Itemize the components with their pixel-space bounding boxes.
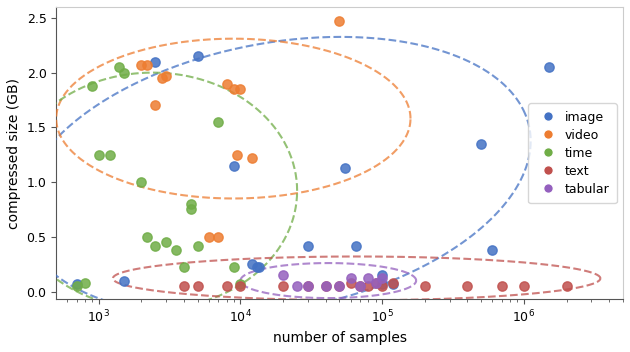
Point bbox=[150, 59, 160, 64]
Point bbox=[388, 281, 398, 287]
Point bbox=[232, 152, 243, 157]
Point bbox=[72, 283, 82, 289]
Point bbox=[488, 247, 498, 253]
Point bbox=[519, 283, 529, 289]
Point bbox=[278, 283, 288, 289]
Point bbox=[355, 283, 365, 289]
Point bbox=[229, 86, 239, 92]
Point bbox=[254, 265, 264, 270]
Point bbox=[246, 155, 256, 161]
Point bbox=[161, 239, 171, 245]
Point bbox=[246, 261, 256, 267]
Point bbox=[87, 83, 97, 89]
Point bbox=[388, 280, 398, 285]
Point bbox=[222, 283, 232, 289]
Point bbox=[72, 281, 82, 287]
Point bbox=[161, 73, 171, 79]
Point bbox=[214, 234, 224, 240]
Point bbox=[142, 62, 152, 68]
Point bbox=[118, 278, 129, 283]
Point bbox=[292, 283, 302, 289]
Point bbox=[193, 283, 203, 289]
Point bbox=[214, 119, 224, 125]
Point bbox=[335, 283, 345, 289]
Point bbox=[94, 152, 104, 157]
Point bbox=[115, 64, 125, 70]
Point bbox=[377, 272, 387, 278]
Point bbox=[142, 234, 152, 240]
Point bbox=[251, 265, 261, 270]
Point bbox=[476, 141, 486, 146]
Legend: image, video, time, text, tabular: image, video, time, text, tabular bbox=[529, 103, 617, 203]
Point bbox=[179, 265, 189, 270]
Point bbox=[136, 179, 146, 185]
Point bbox=[370, 280, 381, 285]
Point bbox=[346, 280, 356, 285]
Point bbox=[204, 234, 214, 240]
Point bbox=[171, 247, 181, 253]
Point bbox=[321, 283, 331, 289]
Point bbox=[80, 280, 90, 285]
Point bbox=[303, 283, 313, 289]
X-axis label: number of samples: number of samples bbox=[273, 331, 406, 345]
Point bbox=[340, 165, 350, 171]
Point bbox=[229, 163, 239, 169]
Point bbox=[377, 283, 387, 289]
Point bbox=[335, 283, 345, 289]
Point bbox=[236, 86, 246, 92]
Point bbox=[150, 243, 160, 249]
Point bbox=[364, 283, 374, 289]
Point bbox=[355, 283, 365, 289]
Point bbox=[229, 265, 239, 270]
Point bbox=[561, 283, 571, 289]
Point bbox=[179, 283, 189, 289]
Point bbox=[236, 283, 246, 289]
Point bbox=[364, 276, 374, 281]
Point bbox=[150, 103, 160, 108]
Point bbox=[335, 18, 345, 24]
Point bbox=[497, 283, 507, 289]
Point bbox=[544, 64, 554, 70]
Point bbox=[236, 281, 246, 287]
Point bbox=[193, 243, 203, 249]
Point bbox=[193, 54, 203, 59]
Point bbox=[303, 283, 313, 289]
Point bbox=[462, 283, 472, 289]
Point bbox=[351, 243, 361, 249]
Point bbox=[370, 280, 381, 285]
Point bbox=[377, 276, 387, 281]
Point bbox=[346, 276, 356, 281]
Point bbox=[118, 70, 129, 75]
Point bbox=[222, 81, 232, 86]
Point bbox=[157, 75, 167, 81]
Point bbox=[186, 207, 197, 212]
Point bbox=[420, 283, 430, 289]
Point bbox=[377, 281, 387, 287]
Point bbox=[278, 272, 288, 278]
Y-axis label: compressed size (GB): compressed size (GB) bbox=[7, 77, 21, 228]
Point bbox=[105, 152, 115, 157]
Point bbox=[303, 243, 313, 249]
Point bbox=[321, 283, 331, 289]
Point bbox=[136, 62, 146, 68]
Point bbox=[186, 201, 197, 207]
